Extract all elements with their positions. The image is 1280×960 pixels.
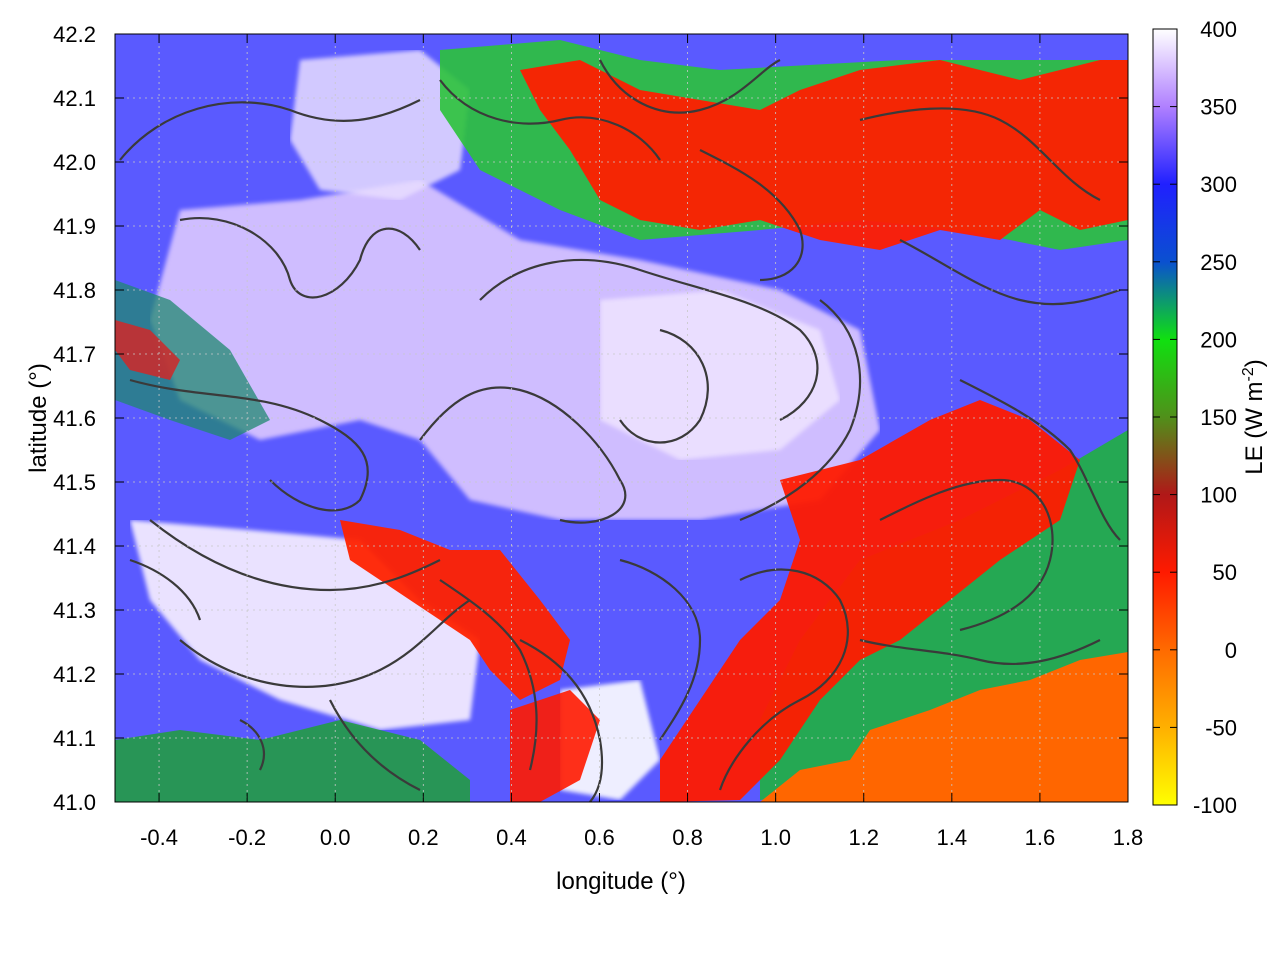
y-axis-label: latitude (°) xyxy=(25,363,52,473)
contour-line xyxy=(329,699,421,791)
contour-line xyxy=(129,378,369,512)
x-tick-label: 1.6 xyxy=(1025,825,1056,850)
region-sea xyxy=(760,652,1128,802)
colorbar-tick-label: 0 xyxy=(1225,638,1237,663)
contour-line xyxy=(718,568,849,791)
colorbar-tick-label: 400 xyxy=(1200,17,1237,42)
y-tick-label: 41.3 xyxy=(53,598,96,623)
contour-line xyxy=(959,379,1121,541)
le-heatmap-field xyxy=(115,34,1128,802)
x-tick-label: 0.2 xyxy=(408,825,439,850)
contour-line xyxy=(439,79,661,161)
colorbar-tick-label: 100 xyxy=(1200,483,1237,508)
y-tick-label: 41.6 xyxy=(53,406,96,431)
contour-line xyxy=(119,99,421,161)
x-tick-label: 1.4 xyxy=(937,825,968,850)
x-axis-label: longitude (°) xyxy=(556,868,686,895)
x-tick-label: 1.0 xyxy=(760,825,791,850)
y-tick-label: 41.1 xyxy=(53,726,96,751)
y-tick-label: 42.2 xyxy=(53,22,96,47)
contour-line xyxy=(419,386,627,524)
contour-line xyxy=(859,107,1101,201)
contour-line xyxy=(439,579,538,771)
contour-line xyxy=(739,299,862,522)
contour-line xyxy=(519,639,604,802)
y-tick-label: 41.8 xyxy=(53,278,96,303)
region-mid-le-southwest xyxy=(115,720,470,802)
colorbar-label: LE (W m-2) xyxy=(1240,359,1268,475)
colorbar-tick-label: 200 xyxy=(1200,327,1237,352)
region-low-le-west xyxy=(115,320,180,380)
colorbar-label-end: ) xyxy=(1241,359,1268,367)
contour-line xyxy=(239,719,265,771)
colorbar-ticks: 400 350 300 250 200 150 100 50 0 -50 -100 xyxy=(1153,17,1237,818)
contour-line xyxy=(879,478,1054,632)
y-tick-label: 41.7 xyxy=(53,342,96,367)
colorbar-tick-label: 150 xyxy=(1200,405,1237,430)
region-low-le-center xyxy=(340,520,570,700)
region-low-le-east xyxy=(660,400,1080,802)
surface-regions xyxy=(115,40,1128,802)
x-tick-label: 1.8 xyxy=(1113,825,1144,850)
x-tick-label: 0.6 xyxy=(584,825,615,850)
contour-line xyxy=(179,599,471,688)
contour-line xyxy=(149,519,441,592)
contour-line xyxy=(619,558,702,741)
contour-line xyxy=(699,149,804,282)
terrain-contours xyxy=(119,59,1121,802)
contour-line xyxy=(179,217,421,299)
colorbar-tick-label: 50 xyxy=(1213,560,1237,585)
colorbar-tick-label: 250 xyxy=(1200,250,1237,275)
x-axis-ticks: -0.4 -0.2 0.0 0.2 0.4 0.6 0.8 1.0 1.2 1.4 1.6 1.8 xyxy=(140,34,1143,850)
region-high-le-east xyxy=(600,290,840,460)
y-tick-label: 42.0 xyxy=(53,150,96,175)
colorbar-tick-label: -50 xyxy=(1205,715,1237,740)
y-tick-label: 41.5 xyxy=(53,470,96,495)
y-tick-label: 41.4 xyxy=(53,534,96,559)
x-tick-label: -0.2 xyxy=(228,825,266,850)
x-tick-label: 1.2 xyxy=(848,825,879,850)
y-tick-label: 41.0 xyxy=(53,790,96,815)
contour-line xyxy=(599,59,781,114)
contour-line xyxy=(899,239,1121,306)
region-low-le-northeast xyxy=(520,60,1128,250)
colorbar-tick-label: 350 xyxy=(1200,95,1237,120)
contour-line xyxy=(619,328,709,444)
colorbar-label-sup: -2 xyxy=(1240,367,1257,381)
y-tick-label: 42.1 xyxy=(53,86,96,111)
contour-line xyxy=(479,258,819,421)
colorbar-tick-label: -100 xyxy=(1193,793,1237,818)
colorbar-tick-label: 300 xyxy=(1200,172,1237,197)
contour-line xyxy=(859,638,1101,666)
y-tick-label: 41.9 xyxy=(53,214,96,239)
colorbar-label-main: LE (W m xyxy=(1241,381,1268,474)
plot-area: -0.4 -0.2 0.0 0.2 0.4 0.6 0.8 1.0 1.2 1.4 1.6 1.8 4… xyxy=(25,22,1143,895)
region-mid-le-west xyxy=(115,280,270,440)
colorbar: 400 350 300 250 200 150 100 50 0 -50 -100 LE (W m-… xyxy=(1152,17,1268,818)
x-tick-label: 0.4 xyxy=(496,825,527,850)
x-tick-label: 0.0 xyxy=(320,825,351,850)
y-tick-label: 41.2 xyxy=(53,662,96,687)
contour-line xyxy=(129,558,202,621)
region-high-le-north xyxy=(290,50,470,200)
region-low-le-south xyxy=(510,690,600,802)
y-axis-ticks: 41.0 41.1 41.2 41.3 41.4 41.5 41.6 41.7 41.8 41.9… xyxy=(53,22,1128,815)
plot-grid xyxy=(115,34,1128,802)
x-tick-label: -0.4 xyxy=(140,825,178,850)
x-tick-label: 0.8 xyxy=(672,825,703,850)
